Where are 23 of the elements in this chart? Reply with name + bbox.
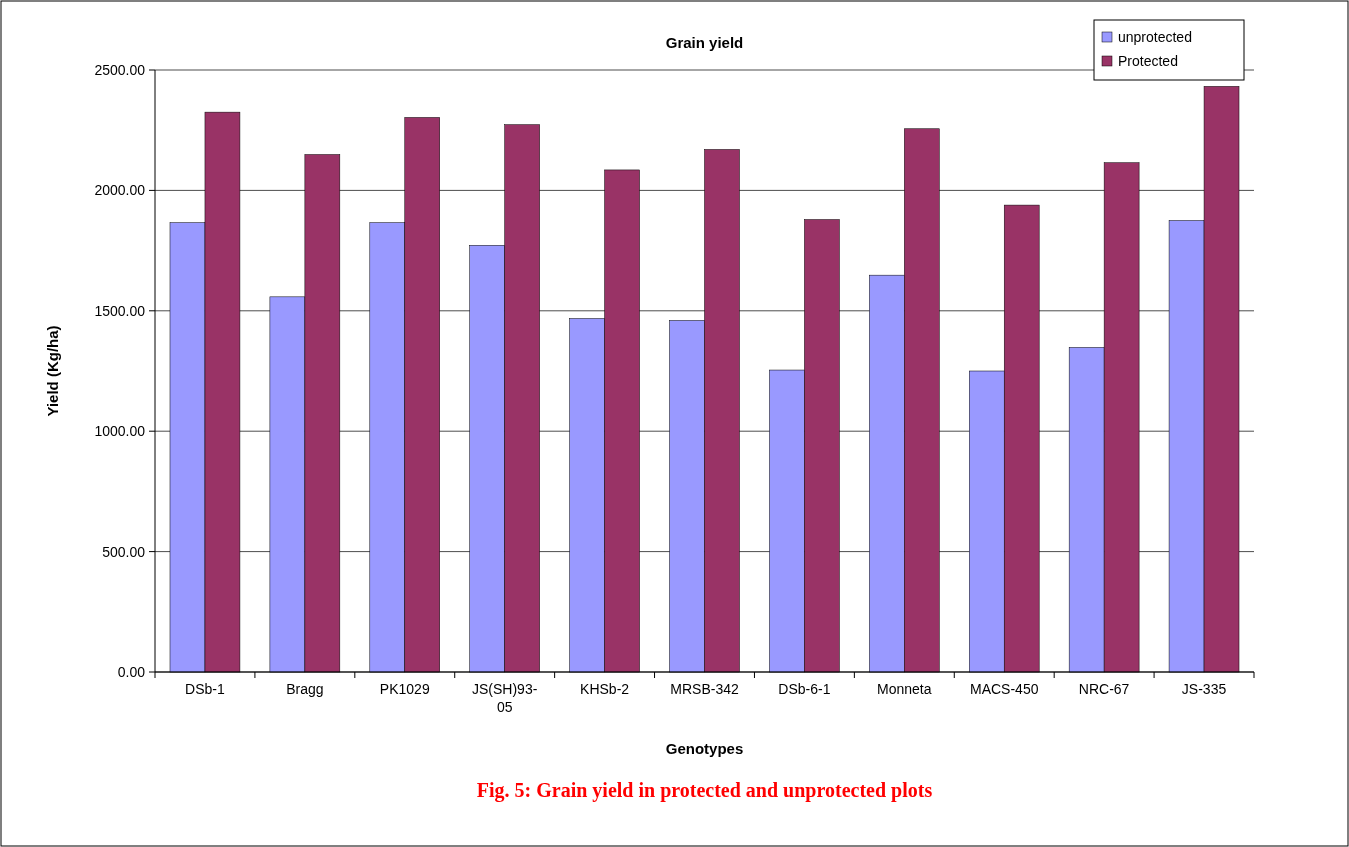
y-tick-label: 2000.00 [94, 182, 146, 199]
x-tick-label: DSb-1 [185, 681, 226, 697]
x-tick-label: KHSb-2 [580, 681, 630, 697]
x-tick-label: JS(SH)93-05 [472, 681, 538, 715]
x-tick-label: NRC-67 [1078, 681, 1130, 697]
x-tick-label: DSb-6-1 [778, 681, 831, 697]
x-tick-label: Monneta [877, 681, 932, 697]
x-tick-label: JS-335 [1181, 681, 1227, 697]
x-tick-label: MRSB-342 [670, 681, 739, 697]
y-axis-title: Yield (Kg/ha) [44, 325, 61, 417]
y-tick-label: 1500.00 [94, 302, 146, 319]
caption: Fig. 5: Grain yield in protected and unprotected plots [476, 779, 933, 802]
x-axis-title: Genotypes [665, 740, 744, 757]
x-tick-label: PK1029 [379, 681, 430, 697]
y-tick-label: 2500.00 [94, 61, 146, 78]
legend-label: Protected [1118, 52, 1178, 69]
y-tick-label: 0.00 [117, 663, 146, 680]
x-tick-label: MACS-450 [969, 681, 1039, 697]
y-tick-label: 500.00 [102, 543, 146, 560]
legend-label: unprotected [1118, 28, 1192, 45]
chart-title: Grain yield [665, 34, 744, 51]
x-tick-label: Bragg [286, 681, 324, 697]
y-tick-label: 1000.00 [94, 423, 146, 440]
